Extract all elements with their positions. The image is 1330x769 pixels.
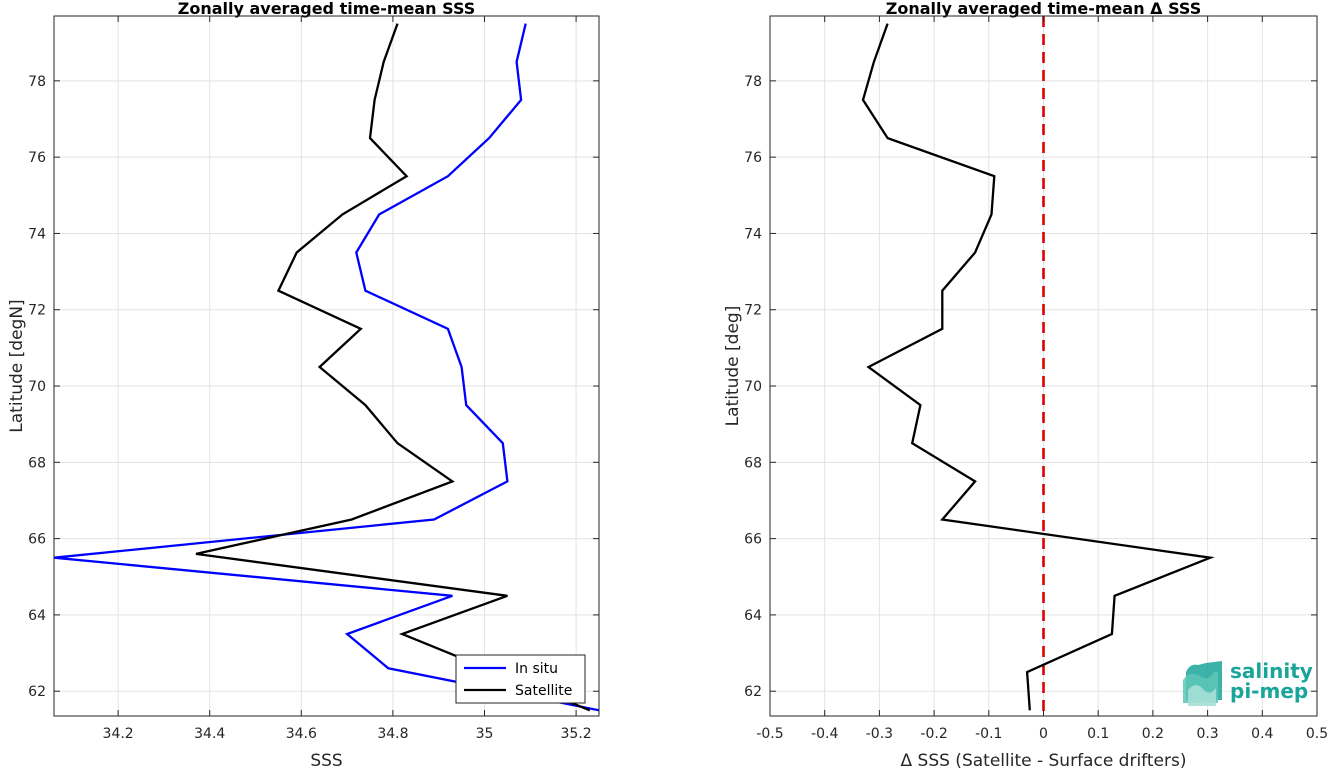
delta-y-tick-label: 64 [744,608,762,624]
sss-x-tick-label: 35 [476,726,494,742]
delta-y-axis-label: Latitude [deg] [723,306,743,427]
sss-ticks: 34.2 34.4 34.6 34.8 35 35.2 62 64 66 68 70 72 74 76 78 [28,16,599,742]
delta-x-tick-label: -0.4 [811,726,838,742]
delta-y-tick-label: 66 [744,532,762,548]
sss-y-tick-label: 72 [28,303,46,319]
sss-y-tick-label: 78 [28,74,46,90]
sss-x-tick-label: 34.4 [194,726,225,742]
sss-series-line-satellite [195,23,591,712]
delta-x-tick-label: -0.1 [975,726,1002,742]
sss-y-tick-label: 70 [28,379,46,395]
legend-label-in-situ: In situ [515,661,558,677]
sss-axes-background [54,16,599,716]
sss-panel: Zonally averaged time-mean SSS SSS Latit… [7,0,600,769]
delta-x-axis-label: Δ SSS (Satellite - Surface drifters) [901,751,1187,769]
delta-x-tick-label: -0.3 [866,726,893,742]
delta-x-tick-label: 0.2 [1142,726,1164,742]
delta-x-tick-label: 0.3 [1196,726,1218,742]
delta-x-tick-label: 0.5 [1306,726,1328,742]
delta-chart-title: Zonally averaged time-mean Δ SSS [886,0,1202,18]
delta-y-tick-label: 68 [744,455,762,471]
delta-x-tick-label: 0 [1039,726,1048,742]
delta-axes-frame [769,15,1318,717]
delta-y-tick-label: 72 [744,303,762,319]
delta-x-tick-label: 0.4 [1251,726,1273,742]
sss-grid [54,16,599,716]
sss-y-tick-label: 66 [28,532,46,548]
sss-series-line-in-situ [54,23,599,712]
sss-y-tick-label: 62 [28,684,46,700]
sss-chart-title: Zonally averaged time-mean SSS [178,0,476,18]
sss-series [54,23,599,712]
sss-y-tick-label: 68 [28,455,46,471]
delta-y-tick-label: 74 [744,226,762,242]
legend-label-satellite: Satellite [515,683,572,699]
sss-y-tick-label: 64 [28,608,46,624]
delta-y-tick-label: 62 [744,684,762,700]
logo-line1: salinity [1230,659,1313,683]
logo-line2: pi-mep [1230,679,1308,703]
sss-axes-frame [53,15,600,717]
salinity-pi-mep-logo: salinity pi-mep [1183,659,1313,706]
delta-y-tick-label: 78 [744,74,762,90]
sss-y-axis-label: Latitude [degN] [7,299,27,432]
sss-x-tick-label: 34.2 [103,726,134,742]
sss-y-tick-label: 76 [28,150,46,166]
sss-x-tick-label: 35.2 [561,726,592,742]
delta-ticks: -0.5 -0.4 -0.3 -0.2 -0.1 0 0.1 0.2 0.3 0.4 0.5 62 64… [744,16,1328,742]
delta-x-tick-label: -0.5 [756,726,783,742]
delta-series-line-delta [861,23,1215,711]
sss-x-axis-label: SSS [310,751,342,769]
delta-y-tick-label: 70 [744,379,762,395]
sss-x-tick-label: 34.6 [286,726,317,742]
delta-sss-panel: Zonally averaged time-mean Δ SSS Δ SSS (… [723,0,1328,769]
delta-series [861,16,1215,716]
delta-x-tick-label: 0.1 [1087,726,1109,742]
legend-box [455,654,586,704]
sss-legend: In situ Satellite [455,654,586,704]
sss-y-tick-label: 74 [28,226,46,242]
delta-x-tick-label: -0.2 [920,726,947,742]
logo-wave-icon [1183,661,1222,706]
delta-y-tick-label: 76 [744,150,762,166]
sss-x-tick-label: 34.8 [377,726,408,742]
